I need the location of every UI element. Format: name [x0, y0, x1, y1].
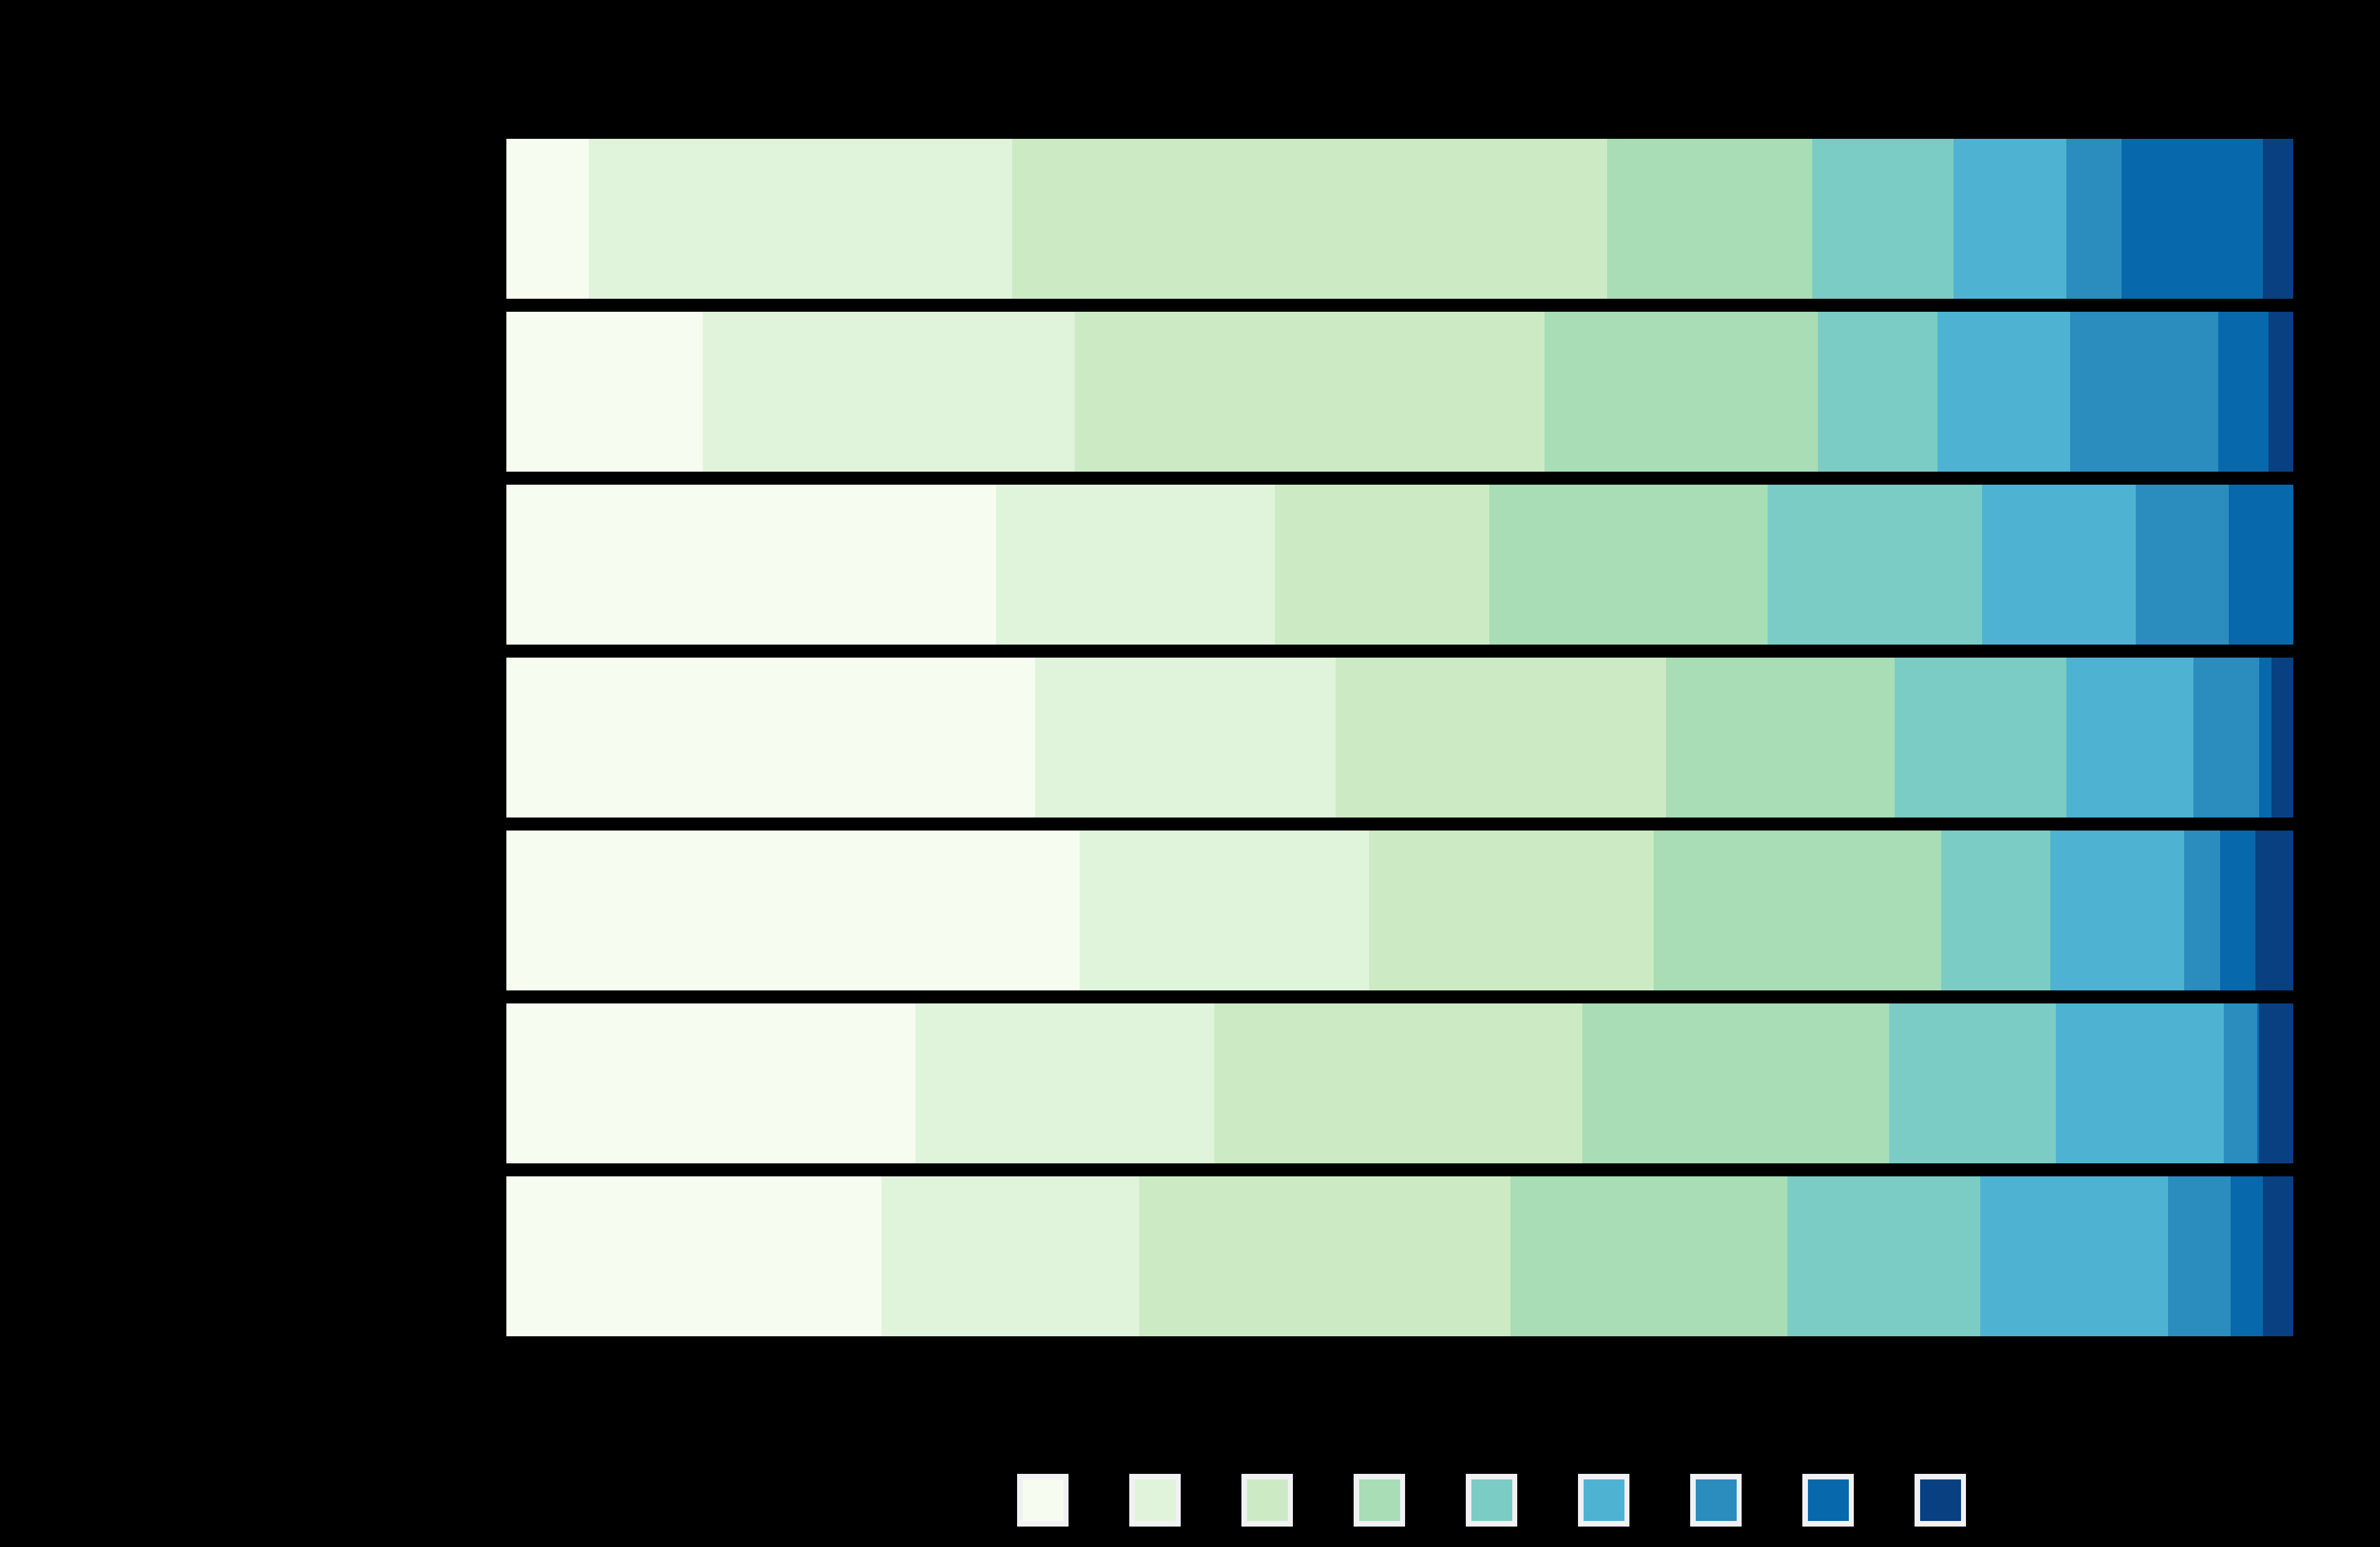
- bar-segment: [588, 139, 1012, 299]
- bar-row: [506, 1176, 2293, 1336]
- bar-segment: [506, 139, 589, 299]
- legend-swatch-color: [1471, 1479, 1512, 1521]
- bar-segment: [506, 485, 996, 645]
- bar-segment: [1937, 312, 2070, 472]
- bar-segment: [1582, 1003, 1890, 1163]
- bar-segment: [2168, 1176, 2231, 1336]
- bar-segment: [2259, 1003, 2293, 1163]
- legend-swatch-color: [1359, 1479, 1400, 1521]
- legend-swatch: [1354, 1474, 1405, 1527]
- bar-row: [506, 658, 2293, 818]
- legend-swatch-color: [1134, 1479, 1176, 1521]
- legend-swatch-color: [1919, 1479, 1961, 1521]
- bar-segment: [2255, 831, 2293, 990]
- bar-segment: [506, 1176, 882, 1336]
- bar-segment: [703, 312, 1075, 472]
- bar-segment: [2223, 1003, 2258, 1163]
- bar-segment: [1080, 831, 1370, 990]
- bar-row: [506, 831, 2293, 990]
- legend-swatch-color: [1022, 1479, 1064, 1521]
- bar-segment: [1606, 139, 1813, 299]
- bar-segment: [1653, 831, 1942, 990]
- legend: [1017, 1474, 1966, 1527]
- bar-segment: [2184, 831, 2220, 990]
- bar-segment: [1214, 1003, 1582, 1163]
- legend-swatch: [1690, 1474, 1742, 1527]
- bar-segment: [1980, 1176, 2169, 1336]
- bar-segment: [2268, 312, 2293, 472]
- bar-segment: [1489, 485, 1768, 645]
- bar-segment: [506, 658, 1036, 818]
- bar-segment: [2231, 1176, 2263, 1336]
- legend-swatch: [1915, 1474, 1966, 1527]
- legend-swatch: [1129, 1474, 1181, 1527]
- legend-swatch: [1017, 1474, 1069, 1527]
- legend-swatch: [1466, 1474, 1517, 1527]
- bar-segment: [1274, 485, 1489, 645]
- bar-segment: [1335, 658, 1667, 818]
- bar-segment: [1982, 485, 2136, 645]
- legend-swatch: [1241, 1474, 1293, 1527]
- bar-segment: [2257, 1003, 2260, 1163]
- bar-row: [506, 139, 2293, 299]
- bar-segment: [1812, 139, 1954, 299]
- legend-swatch-color: [1807, 1479, 1849, 1521]
- bar-segment: [1545, 312, 1818, 472]
- bar-segment: [1787, 1176, 1981, 1336]
- bar-segment: [506, 831, 1080, 990]
- legend-swatch: [1578, 1474, 1629, 1527]
- bar-segment: [1818, 312, 1938, 472]
- legend-swatch-color: [1583, 1479, 1624, 1521]
- bar-row: [506, 312, 2293, 472]
- bar-segment: [2066, 139, 2122, 299]
- bar-segment: [506, 312, 703, 472]
- bar-segment: [2262, 139, 2293, 299]
- bar-segment: [1954, 139, 2066, 299]
- bar-segment: [1510, 1176, 1788, 1336]
- bar-segment: [2218, 312, 2268, 472]
- bar-segment: [1139, 1176, 1511, 1336]
- legend-swatch: [1802, 1474, 1854, 1527]
- bar-segment: [1895, 658, 2066, 818]
- bar-segment: [2069, 312, 2218, 472]
- bar-segment: [1889, 1003, 2056, 1163]
- bar-row: [506, 485, 2293, 645]
- bar-segment: [506, 1003, 916, 1163]
- legend-swatch-color: [1695, 1479, 1737, 1521]
- bar-segment: [1941, 831, 2050, 990]
- bar-segment: [2136, 485, 2229, 645]
- bar-segment: [2259, 658, 2272, 818]
- bar-segment: [2055, 1003, 2224, 1163]
- bar-segment: [2066, 658, 2193, 818]
- bar-segment: [2122, 139, 2263, 299]
- bar-segment: [995, 485, 1275, 645]
- legend-swatch-color: [1246, 1479, 1288, 1521]
- bar-segment: [2193, 658, 2260, 818]
- bar-row: [506, 1003, 2293, 1163]
- bar-segment: [2229, 485, 2293, 645]
- bar-segment: [1011, 139, 1607, 299]
- bar-segment: [915, 1003, 1214, 1163]
- bar-segment: [2272, 658, 2293, 818]
- bar-segment: [1035, 658, 1336, 818]
- bar-segment: [1768, 485, 1983, 645]
- bar-segment: [1369, 831, 1654, 990]
- bar-segment: [2262, 1176, 2293, 1336]
- bar-segment: [1666, 658, 1895, 818]
- plot-area: [506, 139, 2293, 1336]
- bar-segment: [2219, 831, 2256, 990]
- bar-segment: [881, 1176, 1139, 1336]
- bar-segment: [1074, 312, 1545, 472]
- bar-segment: [2050, 831, 2185, 990]
